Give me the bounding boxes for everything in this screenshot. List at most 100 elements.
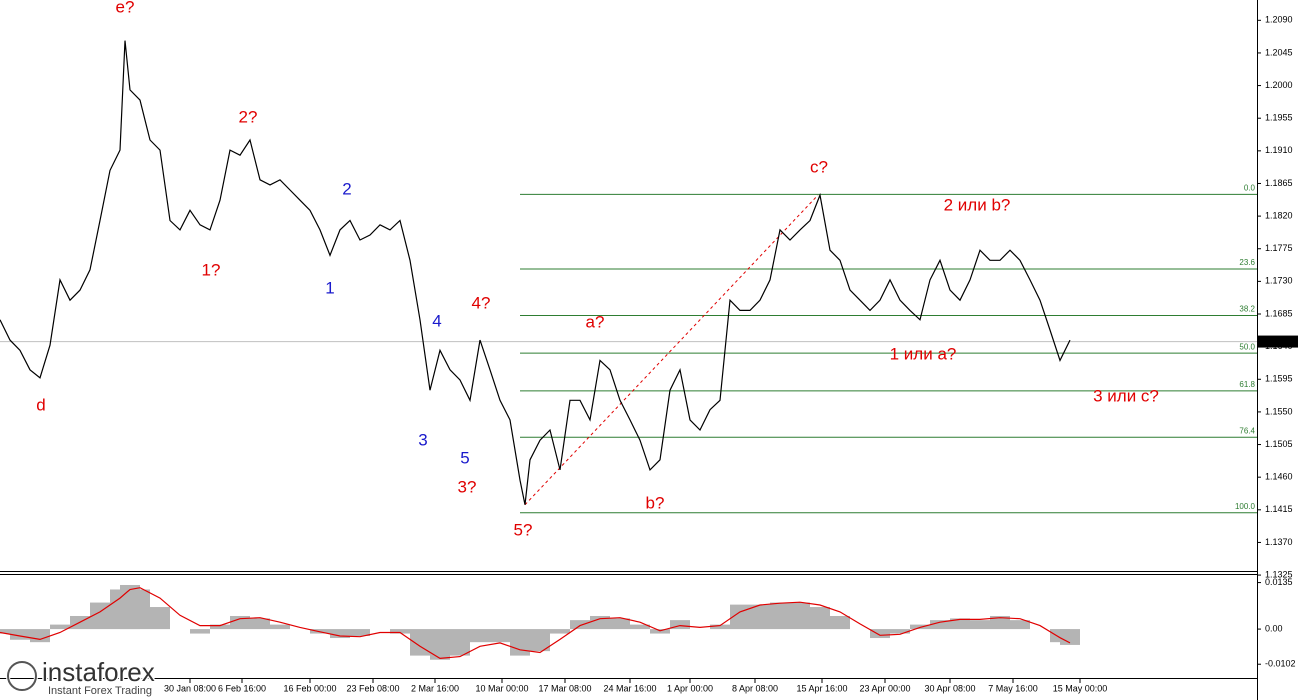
macd-bar [970, 620, 990, 630]
macd-bar [30, 629, 50, 643]
macd-bar [490, 629, 510, 643]
macd-bar [770, 602, 790, 630]
y-tick-label: 1.1595 [1265, 374, 1293, 384]
macd-bar [1010, 620, 1030, 630]
macd-bar [870, 629, 890, 639]
macd-bar [750, 604, 770, 630]
wave-label: 3? [458, 477, 477, 496]
wave-label: 4 [432, 311, 441, 330]
x-tick-label: 17 Mar 08:00 [538, 683, 591, 693]
y-tick-label: 1.1775 [1265, 243, 1293, 253]
x-tick-label: 15 Apr 16:00 [796, 683, 847, 693]
x-tick-label: 15 May 00:00 [1053, 683, 1108, 693]
y-tick-label: 1.1505 [1265, 439, 1293, 449]
y-tick-label: 1.1550 [1265, 406, 1293, 416]
macd-bar [210, 624, 230, 630]
y-tick-label: 1.1415 [1265, 504, 1293, 514]
wave-label: 2 или b? [944, 195, 1011, 214]
macd-bar [130, 589, 150, 630]
y-tick-label: 1.2045 [1265, 47, 1293, 57]
wave-label: 2? [239, 107, 258, 126]
macd-bar [90, 602, 110, 630]
macd-bar [390, 629, 410, 634]
x-tick-label: 23 Apr 00:00 [859, 683, 910, 693]
signal-line [0, 587, 1071, 660]
logo-icon [7, 661, 37, 691]
logo-tagline: Instant Forex Trading [48, 685, 152, 697]
wave-label: 1 или a? [890, 344, 957, 363]
y-tick-label: 1.1325 [1265, 569, 1293, 579]
last-price-tag [1258, 335, 1298, 348]
macd-bar [450, 629, 470, 656]
wave-label: d [36, 395, 45, 414]
macd-bar [150, 607, 170, 630]
y-tick-label: 1.1685 [1265, 308, 1293, 318]
y-tick-label: 1.1865 [1265, 178, 1293, 188]
y-tick-label: 1.1955 [1265, 113, 1293, 123]
macd-bar [410, 629, 430, 656]
y-tick-label: 1.1910 [1265, 145, 1293, 155]
x-tick-label: 7 May 16:00 [988, 683, 1038, 693]
macd-bar [570, 620, 590, 630]
wave-label: b? [646, 493, 665, 512]
logo: instaforex Instant Forex Trading [6, 655, 156, 698]
wave-label: 5 [460, 448, 469, 467]
macd-bar [670, 620, 690, 630]
macd-bar [430, 629, 450, 660]
macd-bar [550, 629, 570, 634]
macd-bar [0, 629, 10, 634]
wave-label: 1? [202, 260, 221, 279]
macd-bar [630, 624, 650, 630]
x-tick-label: 30 Jan 08:00 [164, 683, 216, 693]
x-tick-label: 2 Mar 16:00 [411, 683, 459, 693]
x-tick-label: 30 Apr 08:00 [924, 683, 975, 693]
y-tick-label: 1.2000 [1265, 80, 1293, 90]
logo-name: instaforex [42, 657, 155, 687]
wave-label: 3 [418, 430, 427, 449]
x-tick-label: 23 Feb 08:00 [346, 683, 399, 693]
y-tick-label: 0.00 [1265, 623, 1283, 633]
y-tick-label: -0.0102 [1265, 659, 1296, 669]
wave-label: 4? [472, 293, 491, 312]
y-tick-label: 1.1820 [1265, 210, 1293, 220]
fib-label: 50.0 [1239, 342, 1255, 351]
macd-bar [890, 629, 910, 634]
wave-label: a? [586, 312, 605, 331]
macd-bar [470, 629, 490, 643]
price-line [0, 40, 1071, 505]
macd-bar [230, 615, 250, 630]
wave-label: 1 [325, 278, 334, 297]
x-tick-label: 1 Apr 00:00 [667, 683, 713, 693]
macd-bar [250, 618, 270, 630]
y-tick-label: 0.0135 [1265, 577, 1293, 587]
macd-bar [950, 618, 970, 630]
fib-label: 76.4 [1239, 426, 1255, 435]
macd-bar [190, 629, 210, 634]
y-tick-label: 1.1730 [1265, 276, 1293, 286]
macd-bar [990, 615, 1010, 630]
x-tick-label: 24 Mar 16:00 [603, 683, 656, 693]
macd-bar [930, 620, 950, 630]
macd-bar [810, 607, 830, 630]
macd-bar [610, 618, 630, 630]
wave-label: e? [116, 0, 135, 16]
macd-bar [510, 629, 530, 656]
macd-bar [590, 615, 610, 630]
macd-bar [10, 629, 30, 640]
y-tick-label: 1.1460 [1265, 472, 1293, 482]
fib-label: 61.8 [1239, 380, 1255, 389]
fib-label: 38.2 [1239, 305, 1255, 314]
trend-line [524, 194, 819, 506]
x-tick-label: 10 Mar 00:00 [475, 683, 528, 693]
fib-label: 0.0 [1244, 183, 1256, 192]
macd-bar [830, 615, 850, 630]
last-price-label: 1.1647 [1263, 336, 1291, 346]
wave-label: 3 или c? [1093, 386, 1159, 405]
x-tick-label: 6 Feb 16:00 [218, 683, 266, 693]
wave-label: 5? [514, 520, 533, 539]
macd-bar [50, 624, 70, 630]
macd-bar [790, 602, 810, 630]
x-tick-label: 8 Apr 08:00 [732, 683, 778, 693]
